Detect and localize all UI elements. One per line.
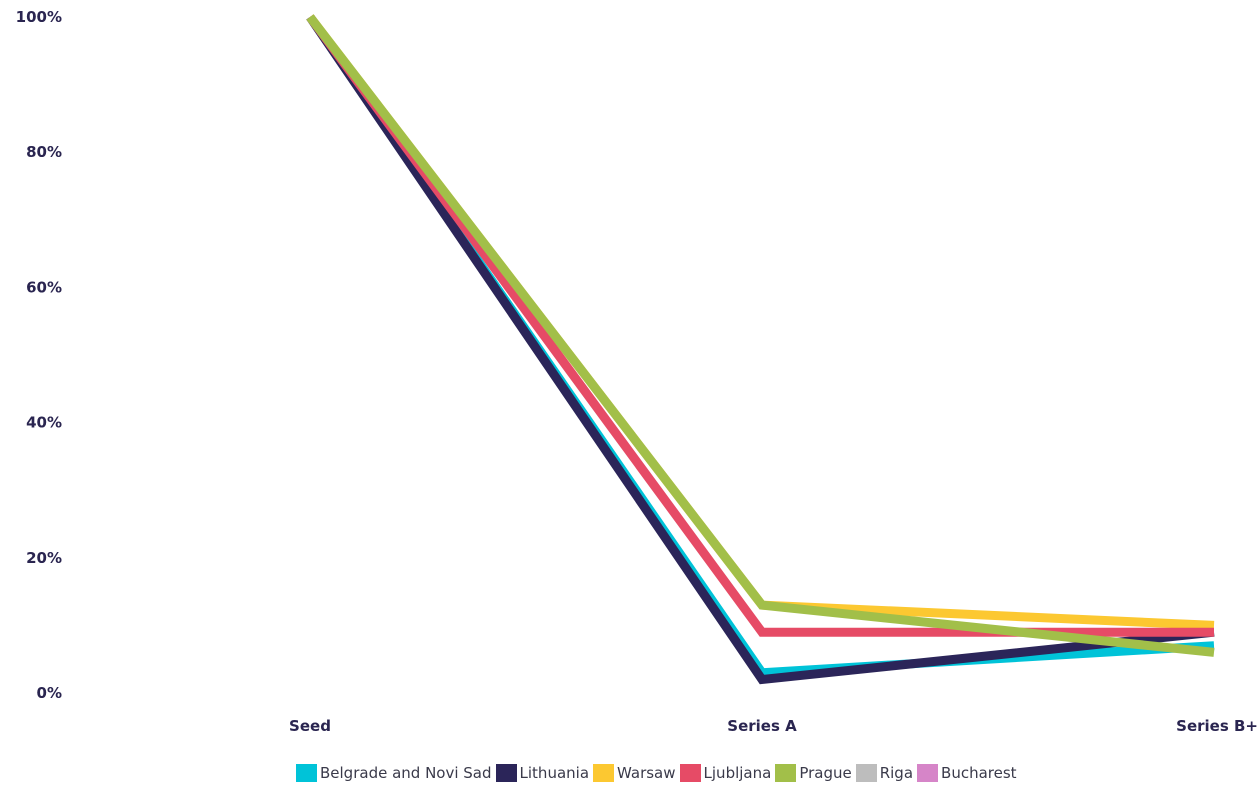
legend-item-ljubljana: Ljubljana (679, 764, 772, 782)
legend-swatch (593, 764, 615, 782)
legend-item-bucharest: Bucharest (917, 764, 1017, 782)
y-tick-label: 80% (26, 143, 62, 161)
legend-item-riga: Riga (855, 764, 914, 782)
legend-swatch (917, 764, 939, 782)
legend-swatch (296, 764, 317, 782)
y-tick-label: 20% (26, 549, 62, 567)
series-line-lithuania (306, 14, 1215, 685)
legend-swatch (495, 764, 517, 782)
series-line-prague (306, 14, 1215, 657)
legend-label: Prague (799, 764, 852, 782)
series-line-belgrade-and-novi-sad (306, 14, 1215, 678)
legend-label: Bucharest (941, 764, 1017, 782)
legend-item-belgrade-and-novi-sad: Belgrade and Novi Sad (296, 764, 492, 782)
series-lines (306, 14, 1215, 685)
legend-item-warsaw: Warsaw (593, 764, 676, 782)
y-tick-label: 100% (16, 8, 62, 26)
legend-swatch (775, 764, 797, 782)
series-line-ljubljana (306, 14, 1214, 637)
x-tick-label: Series A (727, 717, 797, 735)
series-line-warsaw (306, 14, 1215, 630)
legend-label: Warsaw (617, 764, 676, 782)
legend-label: Belgrade and Novi Sad (320, 764, 492, 782)
x-tick-label: Series B+ (1176, 717, 1258, 735)
x-tick-label: Seed (289, 717, 331, 735)
legend-label: Lithuania (519, 764, 590, 782)
legend: Belgrade and Novi Sad Lithuania Warsaw Ljub… (296, 762, 1021, 784)
legend-item-lithuania: Lithuania (495, 764, 590, 782)
legend-swatch (679, 764, 701, 782)
y-tick-label: 0% (37, 684, 62, 702)
legend-label: Riga (879, 764, 914, 782)
y-tick-label: 60% (26, 278, 62, 296)
x-axis-ticks: Seed Series A Series B+ (289, 717, 1258, 735)
legend-label: Ljubljana (703, 764, 772, 782)
legend-swatch (855, 764, 877, 782)
y-axis-ticks: 100% 80% 60% 40% 20% 0% (16, 8, 62, 702)
legend-item-prague: Prague (775, 764, 852, 782)
y-tick-label: 40% (26, 414, 62, 432)
